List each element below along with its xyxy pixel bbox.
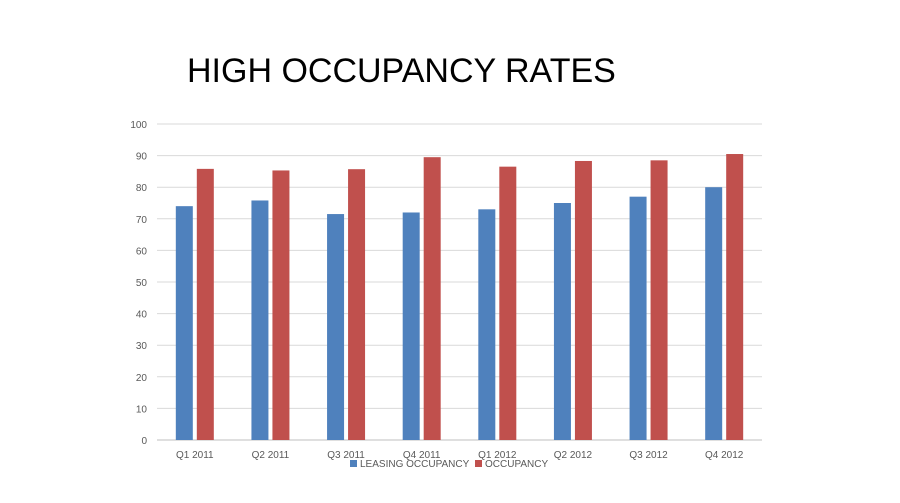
y-axis-ticks: 0 10 20 30 40 50 60 70 80 90 100 <box>130 120 147 447</box>
bar-leasing-occupancy <box>553 203 571 440</box>
legend-label: OCCUPANCY <box>485 459 548 470</box>
x-tick-label: Q4 2011 <box>403 450 441 461</box>
bar-leasing-occupancy <box>705 187 723 440</box>
bar-occupancy <box>650 160 668 440</box>
x-axis-ticks: Q1 2011 Q2 2011 Q3 2011 Q4 2011 Q1 2012 Q2 20… <box>176 450 744 461</box>
y-tick-label: 100 <box>130 120 147 131</box>
x-tick-label: Q1 2012 <box>478 450 517 461</box>
slide-title: HIGH OCCUPANCY RATES <box>187 52 616 90</box>
bar-occupancy <box>423 157 441 440</box>
bar-leasing-occupancy <box>175 206 193 440</box>
bar-occupancy <box>348 169 366 441</box>
y-tick-label: 70 <box>136 215 148 226</box>
legend: LEASING OCCUPANCY OCCUPANCY <box>350 459 548 470</box>
legend-label: LEASING OCCUPANCY <box>360 459 470 470</box>
x-tick-label: Q4 2012 <box>705 450 744 461</box>
x-tick-label: Q1 2011 <box>176 450 214 461</box>
y-tick-label: 20 <box>136 373 148 384</box>
bar-leasing-occupancy <box>629 196 647 440</box>
y-tick-label: 40 <box>136 310 148 321</box>
y-tick-label: 60 <box>136 246 148 257</box>
x-tick-label: Q2 2012 <box>554 450 593 461</box>
bar-leasing-occupancy <box>327 214 345 440</box>
legend-swatch <box>475 460 482 467</box>
y-tick-label: 10 <box>136 404 148 415</box>
x-tick-label: Q3 2012 <box>629 450 668 461</box>
bar-occupancy <box>272 170 290 440</box>
bar-leasing-occupancy <box>402 212 420 440</box>
bar-occupancy <box>726 154 744 440</box>
y-tick-label: 50 <box>136 278 148 289</box>
bar-leasing-occupancy <box>251 200 269 440</box>
bar-occupancy <box>499 166 517 440</box>
y-tick-label: 30 <box>136 341 148 352</box>
x-tick-label: Q2 2011 <box>252 450 290 461</box>
bar-leasing-occupancy <box>478 209 496 440</box>
y-tick-label: 80 <box>136 183 148 194</box>
bar-occupancy <box>196 168 214 440</box>
y-tick-label: 0 <box>141 436 147 447</box>
x-tick-label: Q3 2011 <box>327 450 365 461</box>
gridlines <box>157 123 762 441</box>
legend-swatch <box>350 460 357 467</box>
bars <box>175 154 744 441</box>
y-tick-label: 90 <box>136 152 148 163</box>
bar-occupancy <box>574 160 592 441</box>
